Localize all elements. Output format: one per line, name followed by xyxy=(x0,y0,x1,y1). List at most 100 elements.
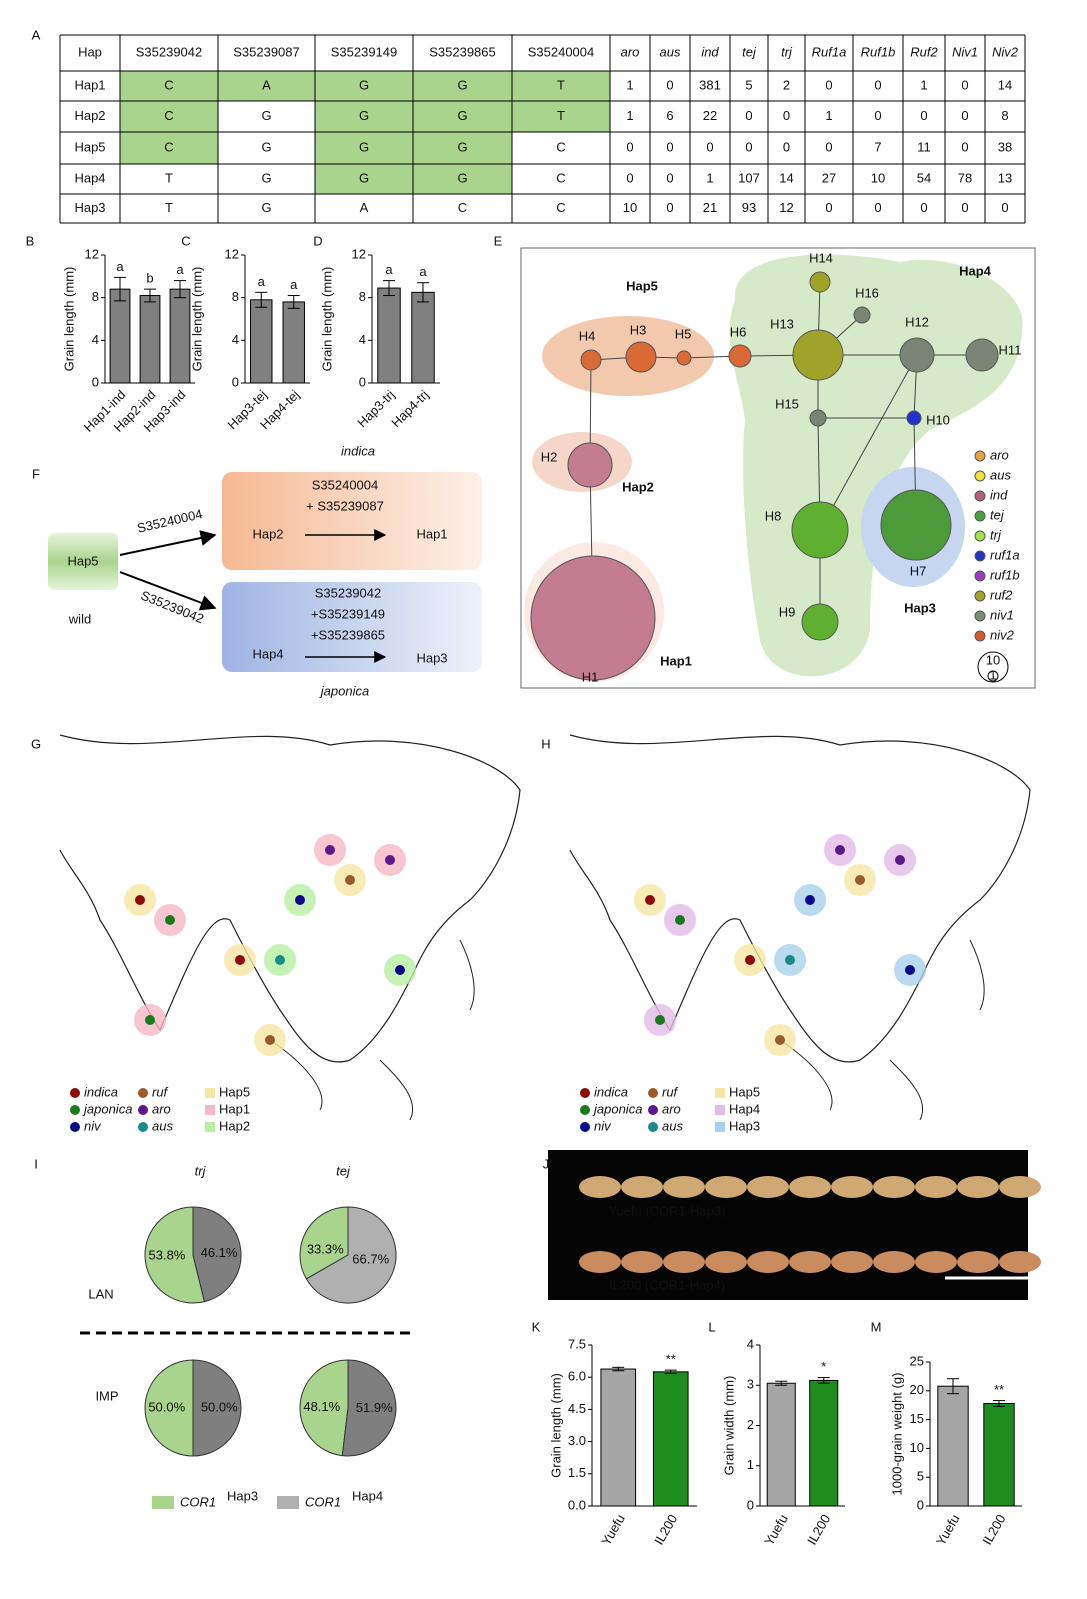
table-cell: Hap4 xyxy=(74,170,105,185)
map-point xyxy=(905,965,915,975)
bar xyxy=(250,299,273,384)
table-cell: 11 xyxy=(917,139,931,154)
significance: ** xyxy=(994,1382,1004,1397)
significance: * xyxy=(821,1359,826,1374)
panel-letter: E xyxy=(494,233,503,248)
error-bar xyxy=(255,291,268,308)
haplotype-node xyxy=(906,410,922,426)
legend-dot xyxy=(974,470,986,482)
box-japonica xyxy=(222,582,482,672)
y-tick-label: 4 xyxy=(232,332,239,347)
y-axis-label: 1000-grain weight (g) xyxy=(889,1373,904,1496)
node-label: H2 xyxy=(541,449,558,464)
significance: ** xyxy=(666,1352,676,1367)
node-label: H4 xyxy=(579,328,596,343)
table-header: S35239042 xyxy=(136,44,203,59)
edge-label: S35240004 xyxy=(136,506,204,536)
table-cell: 10 xyxy=(623,200,637,215)
pie-label: 53.8% xyxy=(149,1248,186,1263)
box-indica xyxy=(222,472,482,570)
grain xyxy=(915,1251,957,1273)
grain xyxy=(957,1176,999,1198)
table-cell: C xyxy=(556,170,565,185)
legend-dot xyxy=(70,1088,80,1098)
panel-letter: G xyxy=(31,736,41,751)
map-point xyxy=(775,1035,785,1045)
map-outline xyxy=(269,939,475,1121)
legend-dot xyxy=(974,550,986,562)
map-point xyxy=(855,875,865,885)
grain xyxy=(999,1176,1041,1198)
highlight-cell xyxy=(413,164,512,194)
node-label: H16 xyxy=(855,285,879,300)
legend-label: aus xyxy=(152,1118,173,1133)
haplotype-node xyxy=(809,271,831,293)
bar xyxy=(652,1371,689,1507)
table-cell: 14 xyxy=(998,77,1012,92)
map-point xyxy=(275,955,285,965)
panel-letter: A xyxy=(32,27,41,42)
node-label: H13 xyxy=(770,316,794,331)
panel-letter: K xyxy=(532,1319,541,1334)
map-point xyxy=(835,845,845,855)
haplotype-node xyxy=(728,344,752,368)
row-label: LAN xyxy=(88,1286,113,1301)
map-point xyxy=(265,1035,275,1045)
table-cell: C xyxy=(458,200,467,215)
grain xyxy=(915,1176,957,1198)
legend-swatch xyxy=(715,1105,725,1115)
group-label: Hap1 xyxy=(660,653,692,668)
y-axis-label: Grain length (mm) xyxy=(189,267,204,372)
table-cell: Hap2 xyxy=(74,108,105,123)
legend-label: ruf2 xyxy=(990,587,1013,602)
significance: a xyxy=(290,277,298,292)
haplotype-node xyxy=(853,306,871,324)
highlight-cell xyxy=(413,71,512,101)
legend-label: niv xyxy=(594,1118,612,1133)
legend-dot xyxy=(138,1122,148,1132)
legend-label: niv1 xyxy=(990,607,1014,622)
table-cell: G xyxy=(359,108,369,123)
map-point xyxy=(295,895,305,905)
y-axis-label: Grain length (mm) xyxy=(61,267,76,372)
box-line: S35240004 xyxy=(312,477,379,492)
edge xyxy=(819,354,918,531)
table-cell: 7 xyxy=(874,139,881,154)
pie-label: 51.9% xyxy=(356,1400,393,1415)
pie-label: 50.0% xyxy=(148,1399,185,1414)
legend-label: aus xyxy=(662,1118,683,1133)
box-line: +S35239865 xyxy=(311,627,385,642)
legend-sup: Hap3 xyxy=(227,1488,258,1503)
grain xyxy=(705,1176,747,1198)
map-point xyxy=(235,955,245,965)
bar xyxy=(600,1368,637,1507)
legend-label: niv xyxy=(84,1118,102,1133)
caption: japonica xyxy=(319,683,369,698)
table-cell: 14 xyxy=(779,170,793,185)
grain xyxy=(831,1251,873,1273)
legend-dot xyxy=(974,510,986,522)
table-header: Niv1 xyxy=(952,44,978,59)
legend-swatch xyxy=(205,1105,215,1115)
y-tick-label: 0 xyxy=(92,374,99,389)
table-cell: 78 xyxy=(958,170,972,185)
y-tick-label: 12 xyxy=(85,246,99,261)
legend-label: trj xyxy=(990,527,1002,542)
y-tick-label: 2 xyxy=(747,1417,754,1432)
map-point xyxy=(645,895,655,905)
edge-label: S35239042 xyxy=(139,588,206,627)
table-cell: 8 xyxy=(1001,108,1008,123)
panel-letter: C xyxy=(181,233,190,248)
table-cell: A xyxy=(360,200,369,215)
table-header: aro xyxy=(621,44,640,59)
row-label: IMP xyxy=(95,1388,118,1403)
y-tick-label: 15 xyxy=(910,1411,924,1426)
y-tick-label: 8 xyxy=(359,289,366,304)
photo-caption: IL200 (COR1-Hap4) xyxy=(609,1277,725,1292)
error-bar xyxy=(947,1378,959,1395)
table-cell: 0 xyxy=(626,139,633,154)
highlight-cell xyxy=(413,132,512,164)
grain xyxy=(579,1176,621,1198)
legend-label: ruf1b xyxy=(990,567,1020,582)
legend-dot xyxy=(974,610,986,622)
